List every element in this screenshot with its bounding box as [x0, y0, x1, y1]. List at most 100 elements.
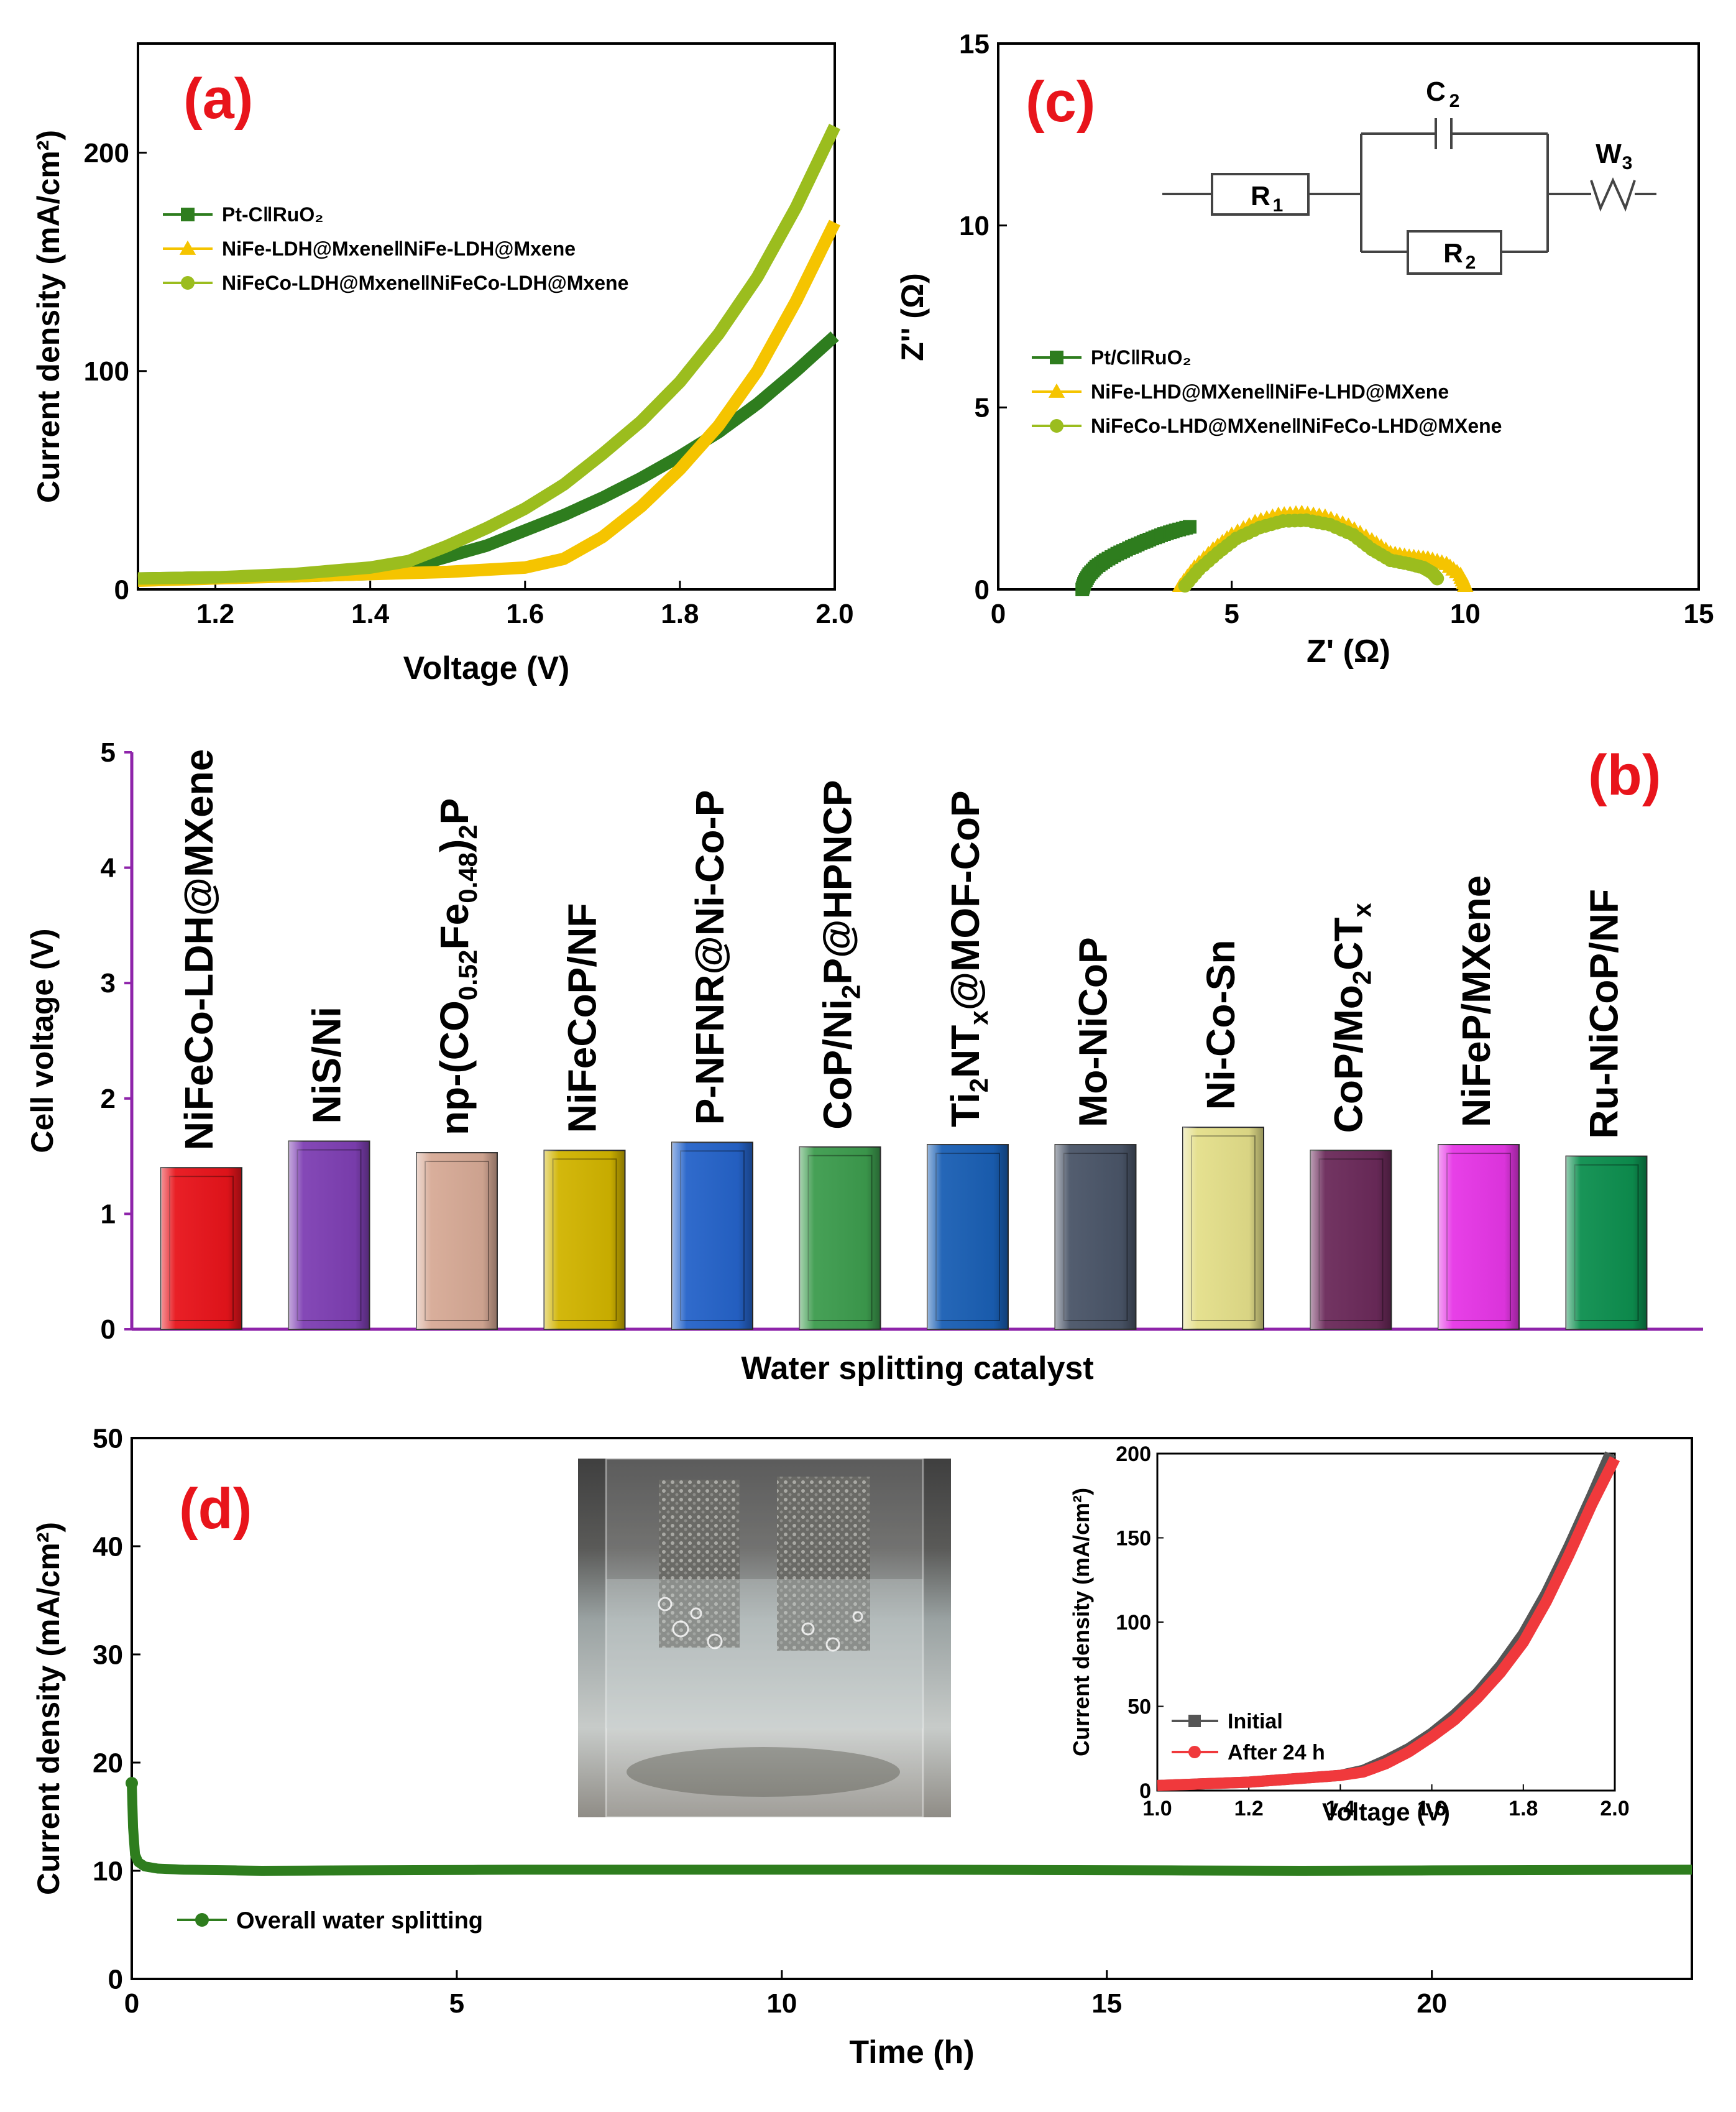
panel-b-bar-chart: 0 1 2 3 4 5 Cell voltage (V) Water splitting ca… — [25, 737, 1703, 1386]
category-label-part: P@HPNCP — [815, 780, 860, 984]
y-tick-label: 4 — [101, 853, 116, 883]
bar-shading — [288, 1141, 370, 1329]
x-tick-label: 10 — [766, 1988, 797, 2019]
gas-bubble — [852, 1611, 863, 1622]
x-axis-title: Voltage (V) — [403, 650, 570, 686]
inset-legend-label: Initial — [1228, 1710, 1283, 1733]
beaker-bottom — [627, 1747, 900, 1797]
circuit-sub-w3: 3 — [1622, 153, 1633, 173]
category-label-part: np-(CO — [432, 1000, 477, 1135]
y-tick-label: 15 — [959, 29, 990, 59]
category-label: NiFeCo-LDH@MXene — [177, 749, 221, 1151]
category-label-part: Ru-NiCoP/NF — [1582, 889, 1627, 1139]
category-label-part: Ti — [943, 1092, 988, 1127]
x-tick-label: 1.2 — [196, 599, 234, 629]
inset-y-tick-label: 0 — [1139, 1779, 1151, 1803]
bar — [927, 1144, 1009, 1330]
y-tick-label: 100 — [84, 356, 129, 387]
legend-label: NiFe-LDH@Mxene‖NiFe-LDH@Mxene — [222, 237, 576, 260]
y-tick-label: 5 — [101, 737, 116, 768]
inset-y-tick-label: 100 — [1116, 1611, 1151, 1635]
electrode-left — [659, 1480, 740, 1648]
x-tick-label: 1.6 — [506, 599, 544, 629]
category-label: NiFeCoP/NF — [560, 903, 605, 1133]
y-tick-label: 30 — [93, 1639, 123, 1670]
y-tick-label: 0 — [101, 1314, 116, 1345]
category-label-subscript: 0.52 — [453, 949, 482, 1000]
category-label-part: CT — [1326, 917, 1371, 970]
inset-legend-label: After 24 h — [1228, 1741, 1325, 1764]
inset-y-axis-title: Current density (mA/cm²) — [1068, 1488, 1094, 1756]
legend-label: Overall water splitting — [236, 1907, 483, 1934]
category-label: Ru-NiCoP/NF — [1582, 889, 1627, 1139]
panel-label: (a) — [183, 67, 253, 131]
x-tick-label: 5 — [449, 1988, 464, 2019]
y-tick-label: 0 — [108, 1964, 123, 1994]
x-tick-label: 2.0 — [815, 599, 853, 629]
panel-c-nyquist-chart: 0 5 10 15 0 5 10 15 Z' (Ω) Z'' (Ω) (c) Pt/C‖RuO₂ NiF… — [895, 29, 1714, 670]
category-label-subscript: 2 — [964, 1078, 993, 1092]
legend-marker — [181, 276, 195, 290]
panel-a-polarization-chart: 1.2 1.4 1.6 1.8 2.0 0 100 200 Voltage (V) Current… — [31, 42, 854, 686]
inset-x-tick-label: 1.8 — [1509, 1797, 1538, 1820]
y-tick-label: 10 — [959, 211, 990, 241]
y-axis-title: Z'' (Ω) — [895, 273, 930, 361]
category-label: Ti2NTx@MOF-CoP — [943, 790, 993, 1127]
inset-y-tick-label: 150 — [1116, 1527, 1151, 1551]
inset-x-tick-label: 2.0 — [1600, 1797, 1629, 1820]
inset-legend-marker — [1188, 1715, 1201, 1727]
x-axis-title: Z' (Ω) — [1307, 634, 1390, 670]
equivalent-circuit-diagram: R 1C 2R 2W 3 — [1162, 76, 1656, 275]
inset-x-tick-label: 1.0 — [1142, 1797, 1172, 1820]
bar-shading — [544, 1150, 625, 1329]
legend-marker — [195, 1913, 209, 1927]
x-tick-label: 1.4 — [351, 599, 390, 629]
bar-shading — [1183, 1127, 1264, 1329]
category-label: P-NFNR@Ni-Co-P — [687, 790, 732, 1125]
bar-shading — [1438, 1145, 1519, 1329]
category-label-subscript: 2 — [453, 824, 482, 839]
inset-x-axis-title: Voltage (V) — [1322, 1799, 1450, 1826]
category-label-part: P — [432, 798, 477, 825]
bar — [416, 1152, 498, 1330]
series-line — [137, 124, 841, 585]
bar — [1182, 1127, 1264, 1330]
x-tick-label: 5 — [1224, 599, 1239, 629]
y-tick-label: 1 — [101, 1199, 116, 1229]
x-tick-label: 10 — [1450, 599, 1481, 629]
bar-shading — [161, 1168, 242, 1329]
category-label: np-(CO0.52Fe0.48)2P — [432, 798, 482, 1135]
gas-bubble — [801, 1622, 815, 1636]
y-tick-label: 10 — [93, 1856, 123, 1886]
circuit-label-r1: R — [1251, 181, 1270, 211]
legend-label: NiFeCo-LHD@MXene‖NiFeCo-LHD@MXene — [1091, 415, 1502, 437]
category-label-part: CoP/Ni — [815, 999, 860, 1130]
legend-marker — [181, 208, 195, 221]
legend-label: NiFeCo-LDH@Mxene‖NiFeCo-LDH@Mxene — [222, 272, 628, 294]
legend-label: NiFe-LHD@MXene‖NiFe-LHD@MXene — [1091, 380, 1449, 403]
y-axis-title: Cell voltage (V) — [25, 928, 60, 1153]
series-line — [127, 1782, 1692, 1876]
category-label-part: P-NFNR@Ni-Co-P — [687, 790, 732, 1125]
initial-point — [126, 1777, 138, 1790]
x-tick-label: 0 — [991, 599, 1006, 629]
category-label-part: CoP/Mo — [1326, 985, 1371, 1133]
category-label-part: @MOF-CoP — [943, 790, 988, 1010]
series-line — [137, 331, 839, 585]
x-tick-label: 0 — [124, 1988, 139, 2019]
inset-y-tick-label: 200 — [1116, 1442, 1151, 1466]
plot-frame — [997, 42, 1700, 591]
y-tick-label: 5 — [975, 393, 990, 423]
gas-bubble — [672, 1620, 689, 1638]
gas-bubble — [658, 1597, 673, 1612]
y-tick-label: 0 — [114, 574, 129, 605]
bar-shading — [1310, 1150, 1392, 1329]
bar — [288, 1140, 370, 1330]
category-label-subscript: x — [964, 1010, 993, 1025]
category-label-part: NT — [943, 1025, 988, 1078]
inset-x-tick-label: 1.2 — [1234, 1797, 1264, 1820]
x-tick-label: 15 — [1684, 599, 1714, 629]
circuit-label-r2: R — [1443, 238, 1463, 269]
category-label-part: NiFeCoP/NF — [560, 903, 605, 1133]
